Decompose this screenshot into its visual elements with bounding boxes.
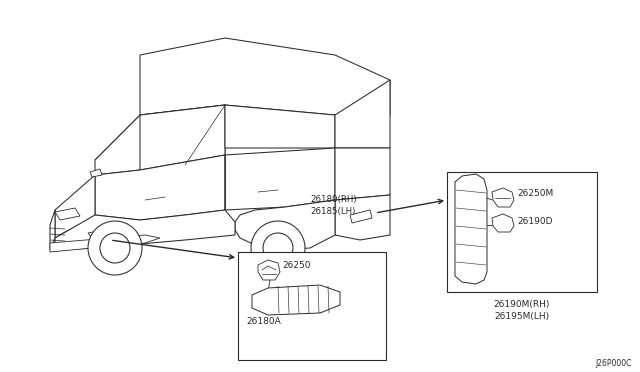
Polygon shape [140,105,225,170]
Polygon shape [235,200,335,250]
Polygon shape [335,80,390,148]
Text: 26250M: 26250M [517,189,553,198]
Bar [447,172,597,292]
Text: 26190D: 26190D [517,218,552,227]
Text: 26180(RH)
26185(LH): 26180(RH) 26185(LH) [310,195,356,216]
Polygon shape [492,214,514,232]
Text: J26P000C: J26P000C [596,359,632,368]
Text: 26190M(RH)
26195M(LH): 26190M(RH) 26195M(LH) [494,300,550,321]
Polygon shape [492,188,514,207]
Polygon shape [335,148,390,200]
Circle shape [251,221,305,275]
Polygon shape [258,260,280,280]
Polygon shape [55,175,95,238]
Polygon shape [225,148,335,210]
Polygon shape [55,210,235,250]
Polygon shape [335,195,390,240]
Polygon shape [252,285,340,315]
Polygon shape [225,105,335,148]
Polygon shape [95,155,225,220]
Polygon shape [55,208,80,220]
Bar [238,252,386,360]
Polygon shape [90,169,102,177]
Polygon shape [350,210,372,223]
Circle shape [88,221,142,275]
Text: 26180A: 26180A [246,317,281,326]
Polygon shape [88,228,118,239]
Polygon shape [95,105,225,175]
Text: 26250: 26250 [282,261,310,270]
Polygon shape [455,174,487,284]
Polygon shape [50,210,55,250]
Polygon shape [50,235,160,252]
Polygon shape [140,38,390,115]
